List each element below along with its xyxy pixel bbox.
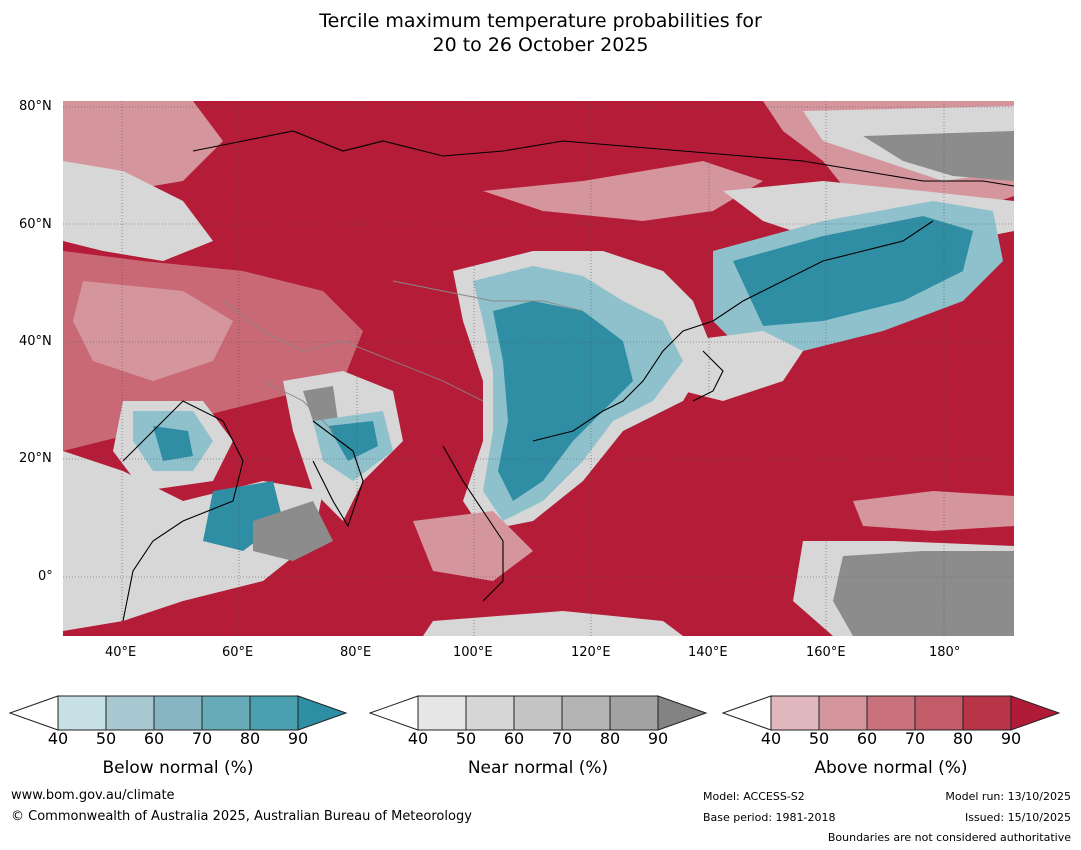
colorbar-segment: [914, 695, 964, 731]
south-pacific-near-dark-region: [833, 551, 1014, 636]
website-link[interactable]: www.bom.gov.au/climate: [11, 788, 175, 803]
colorbar-above-normal-svg: [721, 695, 1061, 731]
colorbar-tick-label: 90: [1000, 729, 1022, 748]
model-run-text: Model run: 13/10/2025: [945, 790, 1071, 803]
copyright-text: © Commonwealth of Australia 2025, Austra…: [11, 809, 472, 824]
colorbar-tick-label: 70: [904, 729, 926, 748]
colorbar-segment: [866, 695, 916, 731]
colorbar-tick-label: 50: [95, 729, 117, 748]
issued-text: Issued: 15/10/2025: [964, 811, 1071, 824]
colorbar-segment: [513, 695, 563, 731]
central-pacific-above-light-region: [853, 491, 1014, 531]
siberia-above-light-region: [483, 161, 763, 221]
china-below-dark-region: [493, 301, 633, 501]
model-text: Model: ACCESS-S2: [703, 790, 805, 803]
country-borders: [222, 280, 584, 432]
graticule: [63, 101, 1014, 636]
arctic-near-dark-region: [863, 131, 1014, 181]
colorbar-tick-label: 50: [808, 729, 830, 748]
caspian-above-light-region: [73, 281, 233, 381]
colorbar-below-normal-title: Below normal (%): [102, 758, 254, 778]
colorbar-segment: [818, 695, 868, 731]
colorbar-segment: [962, 695, 1012, 731]
colorbar-extension-high: [1010, 695, 1061, 731]
colorbar-tick-label: 60: [143, 729, 165, 748]
arabia-below-dark-region: [153, 426, 193, 461]
lon-label-40e: 40°E: [105, 645, 137, 660]
colorbar-segment: [201, 695, 251, 731]
colorbar-segment: [153, 695, 203, 731]
japan-near-normal-region: [683, 331, 803, 401]
colorbar-above-normal: 40 50 60 70 80 90 Above normal (%): [721, 695, 1061, 786]
lat-label-80n: 80°N: [19, 99, 52, 114]
colorbar-extension-high: [657, 695, 708, 731]
lon-label-80e: 80°E: [340, 645, 372, 660]
colorbar-segment: [770, 695, 820, 731]
colorbar-tick-label: 40: [407, 729, 429, 748]
map-title-line-2: 20 to 26 October 2025: [432, 34, 649, 56]
colorbar-tick-label: 90: [287, 729, 309, 748]
coastlines: [122, 130, 1014, 622]
colorbar-near-normal-ticks: 40 50 60 70 80 90: [370, 729, 706, 748]
west-near-normal-region: [63, 161, 213, 261]
colorbar-extension-low: [368, 695, 419, 731]
colorbar-above-normal-ticks: 40 50 60 70 80 90: [723, 729, 1059, 748]
colorbar-tick-label: 60: [856, 729, 878, 748]
colorbar-tick-label: 90: [647, 729, 669, 748]
map-title-line-1: Tercile maximum temperature probabilitie…: [319, 10, 762, 32]
colorbar-tick-label: 60: [503, 729, 525, 748]
india-near-dark-region: [303, 386, 338, 421]
colorbar-tick-label: 50: [455, 729, 477, 748]
colorbar-tick-label: 70: [191, 729, 213, 748]
lon-label-180: 180°: [929, 645, 961, 660]
colorbar-near-normal-svg: [368, 695, 708, 731]
lon-label-60e: 60°E: [222, 645, 254, 660]
lon-label-140e: 140°E: [688, 645, 728, 660]
colorbar-tick-label: 80: [952, 729, 974, 748]
colorbar-segment: [417, 695, 467, 731]
colorbar-tick-label: 80: [239, 729, 261, 748]
colorbar-segment: [105, 695, 155, 731]
colorbar-tick-label: 80: [599, 729, 621, 748]
arabian-sea-near-dark-region: [253, 501, 333, 561]
lat-label-60n: 60°N: [19, 217, 52, 232]
colorbar-extension-low: [8, 695, 59, 731]
colorbar-segment: [465, 695, 515, 731]
colorbar-segment: [561, 695, 611, 731]
lat-label-0: 0°: [38, 569, 53, 584]
colorbar-below-normal: 40 50 60 70 80 90 Below normal (%): [8, 695, 348, 786]
lon-label-100e: 100°E: [453, 645, 493, 660]
base-period-text: Base period: 1981-2018: [703, 811, 836, 824]
colorbar-below-normal-svg: [8, 695, 348, 731]
colorbar-extension-low: [721, 695, 772, 731]
lat-label-20n: 20°N: [19, 451, 52, 466]
northeast-asia-below-dark-region: [733, 216, 973, 326]
colorbar-near-normal: 40 50 60 70 80 90 Near normal (%): [368, 695, 708, 786]
colorbar-tick-label: 40: [760, 729, 782, 748]
probability-map: [63, 101, 1014, 636]
colorbar-segment: [57, 695, 107, 731]
india-below-dark-region: [328, 421, 378, 461]
lat-label-40n: 40°N: [19, 334, 52, 349]
colorbar-tick-label: 70: [551, 729, 573, 748]
lon-label-120e: 120°E: [571, 645, 611, 660]
colorbar-extension-high: [297, 695, 348, 731]
colorbar-above-normal-title: Above normal (%): [814, 758, 968, 778]
colorbar-near-normal-title: Near normal (%): [467, 758, 609, 778]
colorbar-segment: [609, 695, 659, 731]
indonesia-near-normal-region: [423, 611, 683, 636]
colorbar-tick-label: 40: [47, 729, 69, 748]
colorbar-below-normal-ticks: 40 50 60 70 80 90: [10, 729, 346, 748]
colorbar-segment: [249, 695, 299, 731]
disclaimer-text: Boundaries are not considered authoritat…: [827, 831, 1071, 844]
probability-map-svg: [63, 101, 1014, 636]
lon-label-160e: 160°E: [806, 645, 846, 660]
